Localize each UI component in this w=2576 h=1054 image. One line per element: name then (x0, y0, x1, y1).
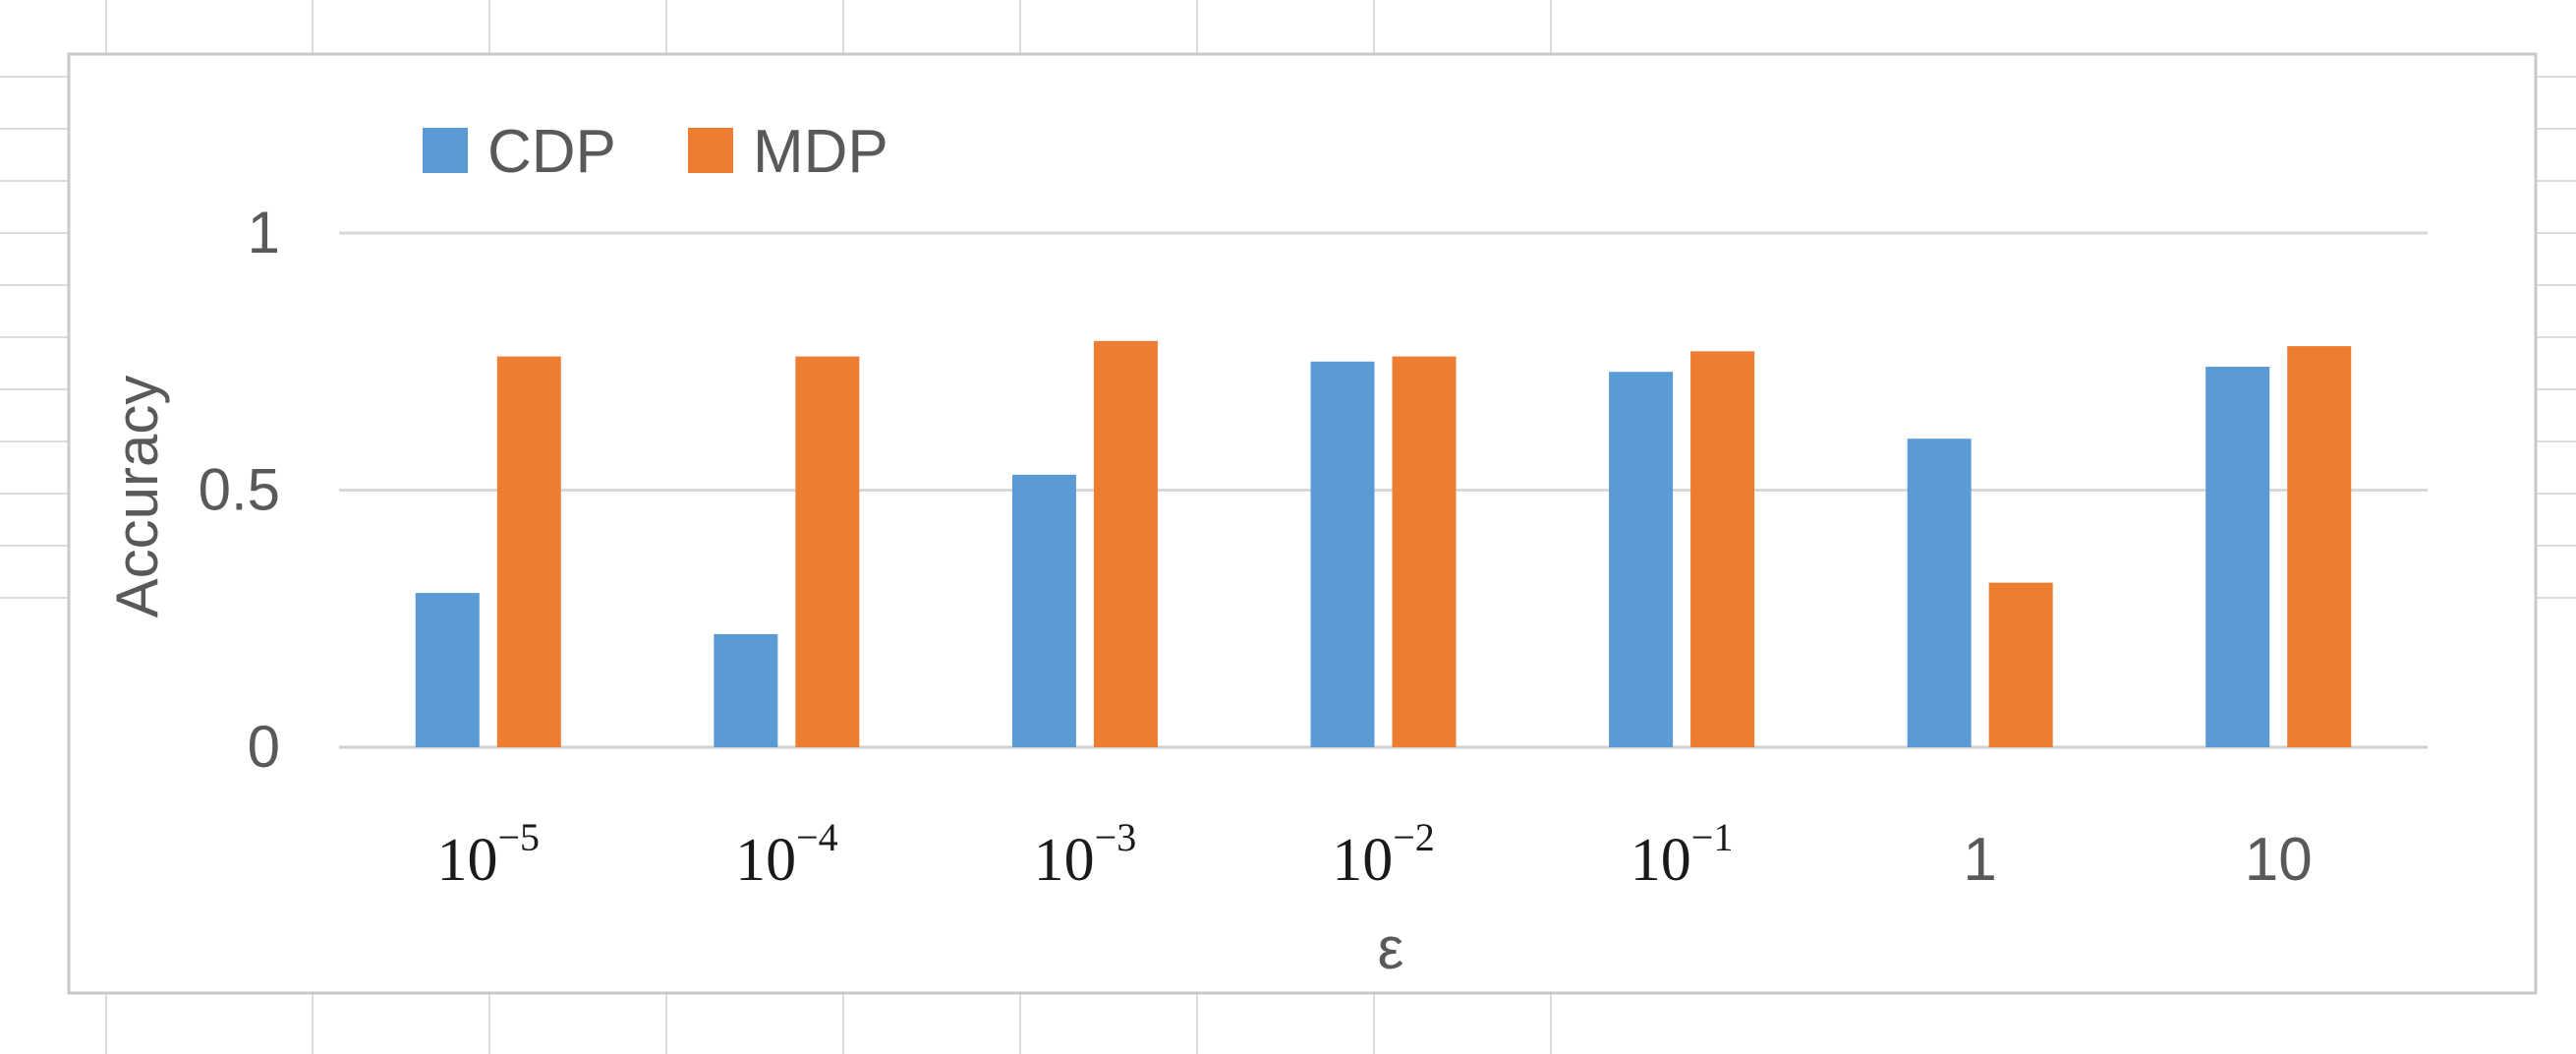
x-tick-label: 10−1 (1631, 815, 1734, 894)
x-tick-exponent: −4 (796, 815, 838, 859)
x-tick-exponent: −5 (498, 815, 541, 859)
x-tick-label: 10 (2245, 826, 2313, 894)
legend-swatch-cdp (423, 128, 468, 173)
bar-mdp (2287, 346, 2352, 747)
x-tick-exponent: −3 (1095, 815, 1137, 859)
x-axis-title: ε (1378, 915, 1404, 981)
legend-label-mdp: MDP (753, 118, 888, 186)
bar-mdp (1093, 340, 1158, 747)
bar-mdp (496, 356, 561, 747)
y-tick-labels: 00.51 (199, 200, 280, 780)
bar-mdp (1690, 351, 1755, 747)
bars (415, 340, 2352, 747)
bar-mdp (795, 356, 860, 747)
legend-swatch-mdp (688, 128, 733, 173)
x-tick-label: 10−4 (735, 815, 838, 894)
bar-cdp (1907, 439, 1972, 747)
gridlines (339, 231, 2428, 749)
x-tick-exponent: −2 (1393, 815, 1435, 859)
bar-cdp (1310, 361, 1375, 747)
y-axis-title: Accuracy (104, 376, 170, 618)
bar-cdp (1609, 372, 1674, 747)
x-tick-exponent: −1 (1691, 815, 1734, 859)
bar-mdp (1392, 356, 1457, 747)
x-tick-label: 10−3 (1034, 815, 1137, 894)
chart-frame (67, 52, 2538, 995)
bar-cdp (2205, 366, 2270, 747)
y-tick-label: 0.5 (199, 457, 280, 523)
legend: CDP MDP (423, 118, 888, 186)
bar-cdp (415, 593, 480, 747)
y-tick-label: 1 (248, 200, 280, 265)
x-tick-label: 1 (1963, 826, 1996, 894)
bar-cdp (1011, 474, 1076, 747)
legend-label-cdp: CDP (487, 118, 616, 186)
bar-cdp (714, 633, 778, 747)
bar-mdp (1988, 582, 2053, 747)
x-tick-labels: 10−5 10−4 10−3 10−2 10−1 1 10 (437, 815, 2313, 894)
y-tick-label: 0 (248, 714, 280, 780)
